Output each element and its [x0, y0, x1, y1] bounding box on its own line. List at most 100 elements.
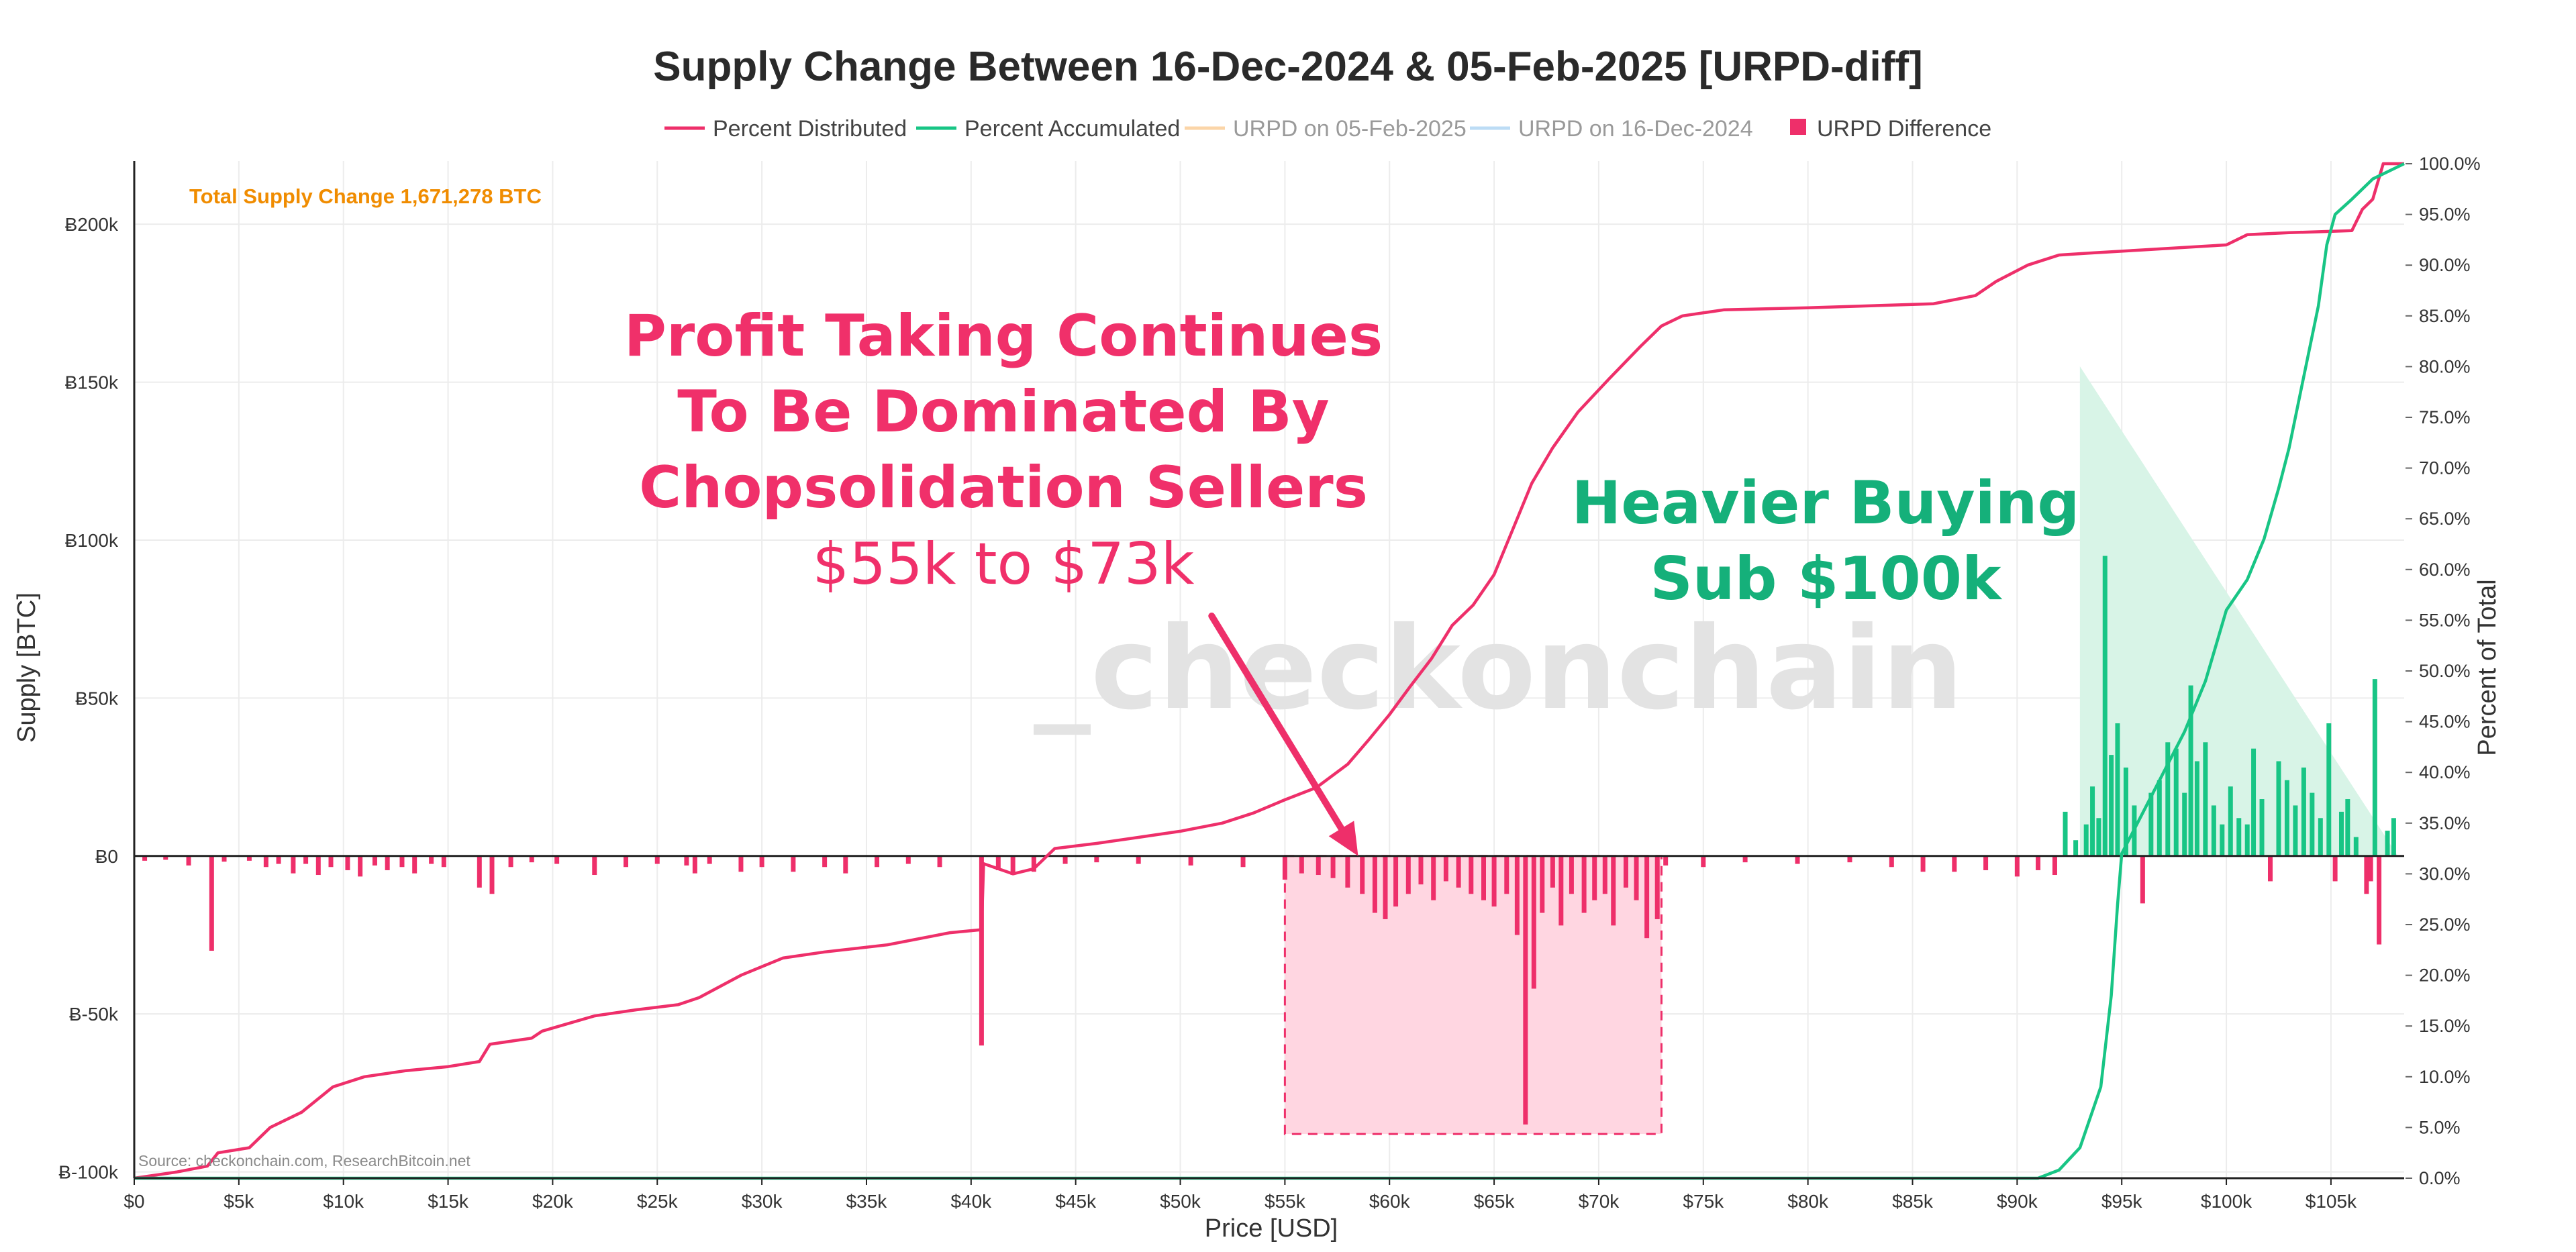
- percent-accumulated-line: [134, 162, 2405, 1180]
- urpd-difference-bar: [186, 855, 191, 866]
- urpd-difference-bar: [489, 855, 495, 894]
- x-tick-label: $60k: [1369, 1191, 1411, 1212]
- x-tick-label: $25k: [637, 1191, 679, 1212]
- shaded-regions: [1283, 366, 2398, 1135]
- y2-tick-label: 5.0%: [2419, 1117, 2461, 1137]
- urpd-difference-bars: [142, 556, 2396, 1125]
- urpd-difference-bar: [1188, 855, 1193, 866]
- urpd-difference-bar: [1592, 855, 1597, 900]
- urpd-difference-bar: [875, 855, 880, 868]
- urpd-difference-bar: [2301, 767, 2306, 856]
- urpd-difference-bar: [2203, 742, 2208, 856]
- x-tick-label: $0: [123, 1191, 144, 1212]
- annotations: Profit Taking Continues To Be Dominated …: [624, 303, 2079, 856]
- x-tick-label: $65k: [1474, 1191, 1516, 1212]
- y2-tick-label: 90.0%: [2419, 255, 2471, 275]
- urpd-difference-bar: [1491, 855, 1497, 907]
- urpd-difference-bar: [2109, 755, 2114, 856]
- x-tick-label: $95k: [2101, 1191, 2143, 1212]
- urpd-difference-bar: [1456, 855, 1461, 888]
- urpd-difference-bar: [2090, 786, 2095, 856]
- urpd-difference-bar: [372, 855, 377, 866]
- urpd-difference-bar: [1611, 855, 1616, 926]
- urpd-difference-bar: [163, 855, 168, 860]
- x-tick-labels: $0 $5k $10k $15k $20k $25k $30k $35k $40k $45k $50…: [123, 1178, 2357, 1212]
- urpd-difference-bar: [1360, 855, 1365, 894]
- urpd-difference-bar: [221, 855, 227, 862]
- urpd-difference-bar: [142, 855, 148, 861]
- y2-tick-label: 40.0%: [2419, 762, 2471, 782]
- urpd-difference-bar: [979, 855, 984, 1046]
- urpd-difference-bar: [399, 855, 405, 868]
- urpd-difference-bar: [315, 855, 321, 876]
- y-tick-label: Ƀ-100k: [58, 1162, 119, 1183]
- urpd-difference-bar: [2372, 679, 2377, 856]
- legend-label: URPD on 16-Dec-2024: [1518, 116, 1753, 142]
- source-note: Source: checkonchain.com, ResearchBitcoi…: [138, 1152, 470, 1169]
- urpd-difference-bar: [1514, 855, 1520, 935]
- urpd-difference-bar: [2194, 761, 2199, 856]
- urpd-difference-bar: [1558, 855, 1564, 926]
- y-tick-label: Ƀ0: [95, 846, 118, 867]
- y2-tick-label: 25.0%: [2419, 915, 2471, 935]
- urpd-difference-bar: [1920, 855, 1926, 872]
- y2-tick-label: 70.0%: [2419, 458, 2471, 478]
- urpd-difference-bar: [441, 855, 446, 868]
- y-tick-labels: Ƀ200k Ƀ150k Ƀ100k Ƀ50k Ƀ0 Ƀ-50k Ƀ-100k: [58, 214, 119, 1182]
- urpd-difference-bar: [1393, 855, 1399, 907]
- urpd-difference-bar: [654, 855, 660, 864]
- urpd-difference-bar: [1240, 855, 1246, 868]
- urpd-difference-bar: [1010, 855, 1015, 876]
- urpd-difference-bar: [1443, 855, 1448, 882]
- y2-tick-label: 35.0%: [2419, 813, 2471, 833]
- x-tick-label: $85k: [1892, 1191, 1934, 1212]
- y2-tick-label: 30.0%: [2419, 864, 2471, 884]
- watermark: _checkonchain: [1034, 603, 1963, 735]
- profit-taking-line-4: $55k to $73k: [813, 531, 1195, 598]
- urpd-difference-bar: [2096, 818, 2101, 856]
- urpd-difference-bar: [1094, 855, 1099, 863]
- x-tick-label: $5k: [224, 1191, 254, 1212]
- urpd-difference-bar: [1316, 855, 1321, 876]
- urpd-difference-bar: [2052, 855, 2057, 876]
- x-tick-label: $30k: [742, 1191, 783, 1212]
- urpd-difference-bar: [684, 855, 689, 866]
- urpd-difference-bar: [2148, 792, 2154, 856]
- urpd-difference-bar: [2244, 824, 2250, 856]
- x-tick-label: $20k: [532, 1191, 574, 1212]
- urpd-difference-bar: [1889, 855, 1894, 868]
- urpd-difference-bar: [1742, 855, 1748, 863]
- urpd-difference-bar: [2228, 786, 2233, 856]
- y2-tick-labels: 100.0% 95.0% 90.0% 85.0% 80.0% 75.0% 70.0% 65.0…: [2406, 154, 2481, 1188]
- x-tick-label: $10k: [323, 1191, 364, 1212]
- x-tick-label: $35k: [846, 1191, 888, 1212]
- legend-label: URPD on 05-Feb-2025: [1233, 116, 1467, 142]
- y2-tick-label: 50.0%: [2419, 661, 2471, 681]
- urpd-difference-bar: [937, 855, 942, 868]
- urpd-difference-bar: [1431, 855, 1436, 900]
- urpd-difference-bar: [692, 855, 697, 874]
- urpd-difference-bar: [2364, 855, 2369, 894]
- urpd-difference-bar: [759, 855, 764, 868]
- y-tick-label: Ƀ150k: [65, 372, 119, 393]
- urpd-difference-bar: [1644, 855, 1650, 939]
- urpd-difference-bar: [1540, 855, 1545, 913]
- urpd-difference-bar: [1372, 855, 1377, 913]
- y-tick-label: Ƀ200k: [65, 214, 119, 235]
- urpd-difference-bar: [2220, 824, 2225, 856]
- total-supply-change-note: Total Supply Change 1,671,278 BTC: [189, 185, 542, 208]
- legend-label: Percent Accumulated: [964, 116, 1180, 142]
- urpd-difference-bar: [328, 855, 334, 868]
- urpd-difference-bar: [385, 855, 390, 870]
- x-tick-label: $15k: [428, 1191, 469, 1212]
- urpd-difference-bar: [429, 855, 434, 864]
- urpd-difference-bar: [2211, 805, 2216, 856]
- urpd-difference-bar: [529, 855, 534, 863]
- urpd-difference-bar: [209, 855, 214, 951]
- urpd-difference-bar: [2310, 792, 2315, 856]
- urpd-difference-bar: [412, 855, 417, 874]
- urpd-difference-bar: [905, 855, 911, 864]
- chopsolidation-region: [1283, 855, 1663, 1135]
- urpd-difference-bar: [1031, 855, 1036, 872]
